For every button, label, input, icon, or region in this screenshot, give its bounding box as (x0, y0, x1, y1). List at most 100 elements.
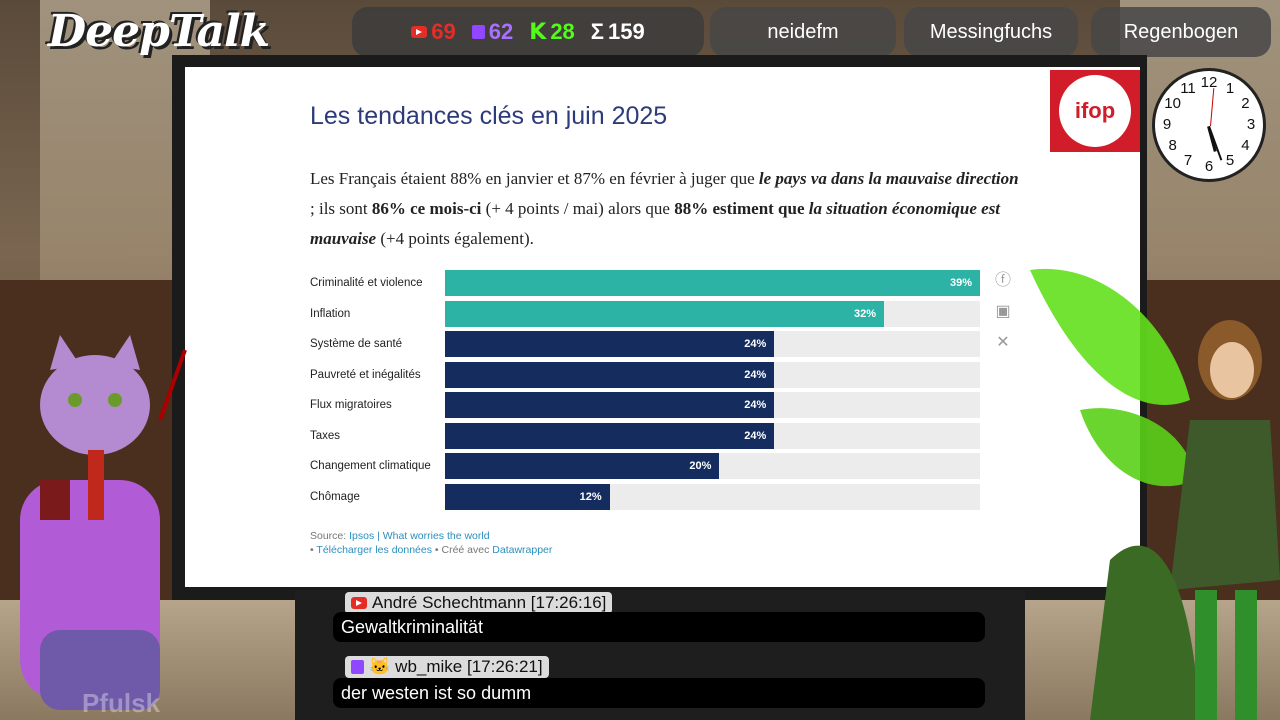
made-with-text: • Créé avec (431, 544, 493, 556)
bar-value-label: 24% (744, 429, 767, 442)
chat-message: Gewaltkriminalität (333, 612, 985, 642)
clock-number: 7 (1183, 152, 1193, 170)
bar-track: 24% (445, 331, 980, 357)
bar-category-label: Inflation (310, 307, 351, 320)
bar-value-label: 32% (853, 307, 876, 320)
chart-bar-row: Inflation 32% (310, 300, 980, 327)
chart-bar-row: Flux migratoires 24% (310, 392, 980, 418)
bar-mark (445, 483, 610, 510)
viewer-stats: 69 62 K 28 Σ 159 (352, 7, 704, 57)
twitch-icon (351, 660, 364, 674)
bar-mark (445, 453, 720, 479)
slide: Les tendances clés en juin 2025 ifop Les… (185, 67, 1140, 587)
bar-track: 20% (445, 453, 980, 479)
chat-panel: André Schechtmann [17:26:16] Gewaltkrimi… (295, 590, 1025, 720)
bar-category-label: Criminalité et violence (310, 277, 423, 289)
pill-neidefm: neidefm (710, 7, 896, 57)
bar-category-label: Flux migratoires (310, 399, 392, 411)
text-part: Les Français étaient 88% en janvier et 8… (310, 169, 759, 188)
linkedin-icon[interactable]: ▣ (995, 303, 1011, 320)
text-emphasis: le pays va dans la mauvaise direction (758, 169, 1019, 188)
bar-value-label: 12% (579, 490, 602, 503)
cat-mascot-image (20, 335, 187, 710)
clock-second-hand (1210, 88, 1215, 127)
slide-paragraph: Les Français étaient 88% en janvier et 8… (310, 164, 1020, 254)
download-data-link[interactable]: Télécharger les données (316, 544, 432, 556)
clock-number: 4 (1241, 137, 1250, 154)
bar-value-label: 24% (744, 368, 767, 381)
source-prefix: Source: (310, 530, 350, 542)
bar-category-label: Système de santé (310, 338, 403, 350)
bar-track: 32% (445, 300, 980, 327)
kick-count: 28 (550, 19, 575, 44)
chart-bar-row: Criminalité et violence 39% (310, 270, 980, 296)
facebook-icon[interactable]: ⓕ (994, 272, 1011, 289)
deeptalk-logo: DeepTalk (48, 6, 270, 57)
chat-username: André Schechtmann [17:26:16] (345, 592, 613, 614)
bar-category-label: Chômage (310, 490, 360, 503)
text-emphasis: la situation économique est mauvaise (310, 199, 1001, 248)
watermark-text: Pfulsk (82, 688, 161, 718)
clock-number: 5 (1225, 152, 1235, 170)
twitch-stat: 62 (471, 19, 514, 45)
total-count: 159 (608, 19, 645, 44)
bar-value-label: 20% (689, 460, 712, 472)
bar-track: 12% (445, 483, 980, 510)
fairy-mascot-image (1030, 268, 1280, 720)
ifop-logo-text: ifop (1059, 75, 1131, 147)
text-part: ; ils sont (310, 199, 372, 218)
text-emphasis: 88% estiment que (674, 199, 809, 218)
source-link[interactable]: Ipsos | What worries the world (349, 530, 490, 542)
bar-track: 39% (445, 270, 980, 296)
bar-track: 24% (445, 392, 980, 418)
youtube-stat: 69 (411, 19, 456, 45)
bar-value-label: 24% (744, 338, 767, 350)
slide-title: Les tendances clés en juin 2025 (310, 102, 668, 130)
text-part: (+4 points également). (376, 229, 534, 248)
bar-mark (445, 392, 775, 418)
chart-bar-row: Taxes 24% (310, 422, 980, 449)
bar-track: 24% (445, 422, 980, 449)
bar-category-label: Taxes (310, 429, 341, 442)
clock-number: 2 (1241, 95, 1250, 112)
source-bullet: • (310, 544, 317, 556)
youtube-icon (411, 26, 428, 38)
chart-bar-row: Chômage 12% (310, 483, 980, 510)
youtube-icon (351, 597, 367, 609)
bar-mark (445, 331, 775, 357)
bar-track: 24% (445, 361, 980, 388)
youtube-count: 69 (431, 19, 456, 44)
pill-regenbogen: Regenbogen (1091, 7, 1271, 57)
bar-value-label: 39% (950, 277, 973, 289)
chart-source: Source: Ipsos | What worries the world •… (310, 529, 552, 557)
text-emphasis: 86% ce mois-ci (371, 199, 482, 218)
clock-number: 6 (1204, 158, 1214, 175)
cat-emote-icon: 🐱 (369, 657, 391, 676)
twitch-count: 62 (488, 19, 514, 44)
chat-user-label: André Schechtmann [17:26:16] (372, 593, 607, 612)
chat-user-label: wb_mike [17:26:21] (395, 657, 543, 676)
text-part: (+ 4 points / mai) alors que (481, 199, 675, 218)
bar-category-label: Changement climatique (310, 460, 431, 472)
kick-stat: K 28 (529, 19, 575, 45)
pill-messingfuchs: Messingfuchs (904, 7, 1078, 57)
clock-number: 8 (1168, 137, 1177, 154)
total-stat: Σ 159 (591, 19, 645, 45)
bar-value-label: 24% (744, 399, 767, 411)
clock-number: 9 (1162, 116, 1172, 133)
x-icon[interactable]: ✕ (996, 334, 1010, 351)
ifop-logo: ifop (1050, 70, 1140, 152)
bar-mark (445, 422, 775, 449)
sigma-icon: Σ (590, 19, 604, 44)
bar-mark (445, 300, 884, 327)
datawrapper-link[interactable]: Datawrapper (492, 544, 553, 556)
chart-bar-row: Changement climatique 20% (310, 453, 980, 479)
clock-number: 11 (1180, 79, 1196, 97)
clock-number: 3 (1246, 116, 1256, 133)
clock-number: 1 (1225, 79, 1235, 97)
bar-category-label: Pauvreté et inégalités (310, 368, 421, 381)
twitch-icon (471, 25, 485, 39)
chat-username: 🐱 wb_mike [17:26:21] (345, 656, 549, 678)
clock-number: 12 (1200, 74, 1218, 91)
wall-clock: 12 1 2 3 4 5 6 7 8 9 10 11 (1152, 68, 1266, 182)
